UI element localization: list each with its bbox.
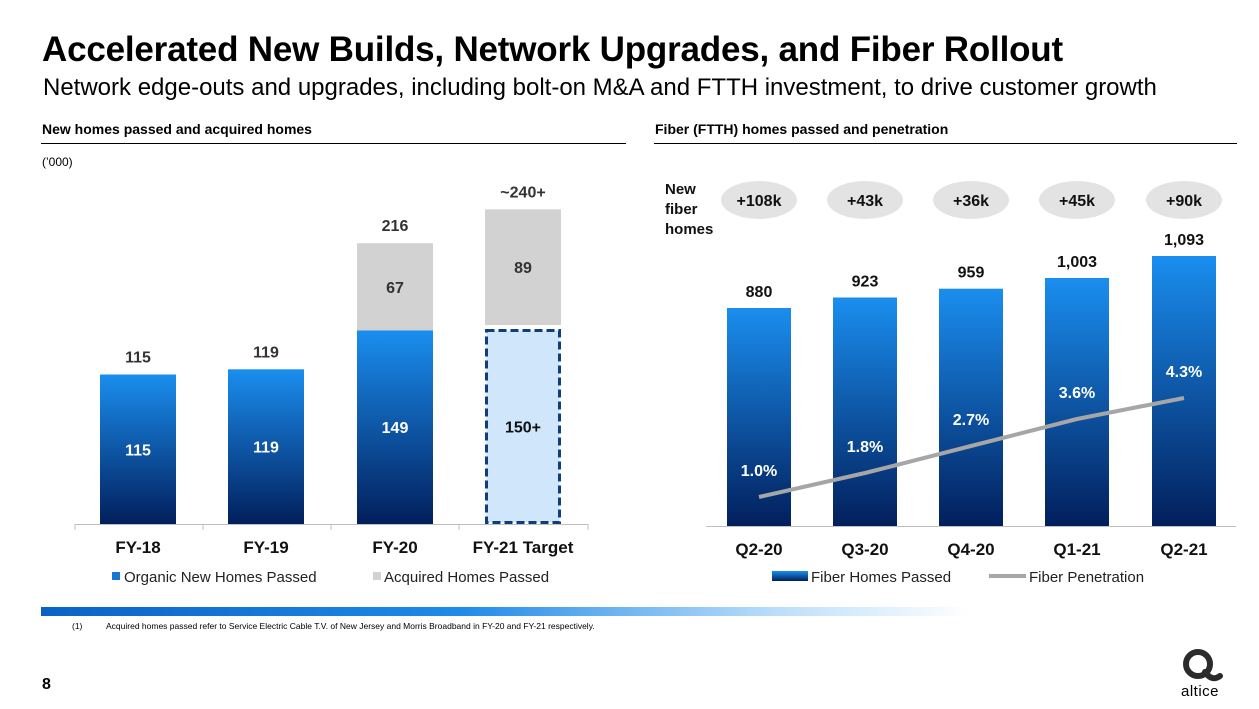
bar-organic: [100, 374, 176, 524]
penetration-label: 1.8%: [847, 439, 883, 456]
increment-label: +108k: [737, 193, 782, 210]
legend-label-organic: Organic New Homes Passed: [124, 569, 317, 586]
increment-label: +45k: [1059, 193, 1095, 210]
right-section-divider: [654, 143, 1237, 144]
bar-value-label: 923: [852, 274, 879, 291]
x-tick-label: FY-21 Target: [473, 538, 574, 557]
page-number: 8: [42, 676, 51, 693]
bar-fiber-homes: [939, 288, 1003, 526]
legend-label-penetration: Fiber Penetration: [1029, 569, 1144, 586]
bar-organic-label: 115: [125, 442, 151, 459]
bar-acquired: [357, 243, 433, 331]
x-tick-label: Q2-20: [735, 540, 782, 559]
footnote-text: Acquired homes passed refer to Service E…: [106, 621, 595, 631]
bar-fiber-homes: [833, 297, 897, 526]
bar-value-label: 880: [746, 284, 773, 301]
bar-acquired-label: 67: [386, 280, 404, 297]
bar-acquired: [485, 209, 561, 325]
x-tick-label: FY-19: [243, 538, 288, 557]
bar-total-label: 115: [125, 350, 151, 367]
footnote: (1) Acquired homes passed refer to Servic…: [72, 621, 595, 631]
increment-bubble: [721, 181, 797, 219]
page-subtitle: Network edge-outs and upgrades, includin…: [43, 74, 1157, 101]
bar-value-label: 1,003: [1057, 254, 1097, 271]
penetration-label: 3.6%: [1059, 385, 1095, 402]
bar-total-label: 216: [382, 218, 409, 235]
x-tick-label: Q3-20: [841, 540, 888, 559]
left-section-divider: [41, 143, 626, 144]
side-label-text: New: [665, 181, 696, 198]
x-tick-label: Q2-21: [1160, 540, 1207, 559]
increment-bubble: [1039, 181, 1115, 219]
bar-organic-label: 149: [382, 420, 409, 437]
x-tick-label: Q4-20: [947, 540, 994, 559]
side-label-text: homes: [665, 221, 713, 238]
bar-value-label: 1,093: [1164, 232, 1204, 249]
penetration-label: 1.0%: [741, 463, 777, 480]
penetration-label: 4.3%: [1166, 364, 1202, 381]
bar-total-label: 119: [253, 344, 279, 361]
bar-fiber-homes: [1045, 277, 1109, 526]
left-section-title: New homes passed and acquired homes: [42, 121, 312, 137]
unit-label: (’000): [42, 155, 73, 169]
bar-total-label: ~240+: [500, 184, 545, 201]
legend-swatch-fiber-homes: [772, 571, 808, 581]
bar-fiber-homes: [1152, 256, 1216, 526]
legend-label-fiber-homes: Fiber Homes Passed: [811, 569, 951, 586]
penetration-label: 2.7%: [953, 412, 989, 429]
right-section-title: Fiber (FTTH) homes passed and penetratio…: [655, 121, 949, 137]
x-tick-label: Q1-21: [1053, 540, 1100, 559]
legend-label-acquired: Acquired Homes Passed: [384, 569, 549, 586]
x-tick-label: FY-18: [115, 538, 160, 557]
bar-fiber-homes: [727, 308, 791, 526]
increment-bubble: [827, 181, 903, 219]
penetration-line: [758, 396, 1185, 499]
increment-bubble: [933, 181, 1009, 219]
increment-label: +43k: [847, 193, 883, 210]
bar-acquired-label: 89: [514, 260, 532, 277]
page-title: Accelerated New Builds, Network Upgrades…: [42, 30, 1063, 69]
side-label-text: fiber: [665, 201, 698, 218]
increment-bubble: [1146, 181, 1222, 219]
increment-label: +36k: [953, 193, 989, 210]
altice-logo-text: altice: [1181, 683, 1220, 700]
footer-gradient-bar: [41, 607, 971, 616]
legend-swatch-organic: [112, 572, 120, 580]
bar-organic-label: 150+: [505, 420, 541, 437]
legend-swatch-acquired: [373, 572, 381, 580]
bar-value-label: 959: [958, 265, 985, 282]
bar-organic: [228, 369, 304, 524]
x-tick-label: FY-20: [372, 538, 417, 557]
increment-label: +90k: [1166, 193, 1202, 210]
bar-organic: [357, 330, 433, 524]
altice-logo-icon: [1183, 649, 1223, 682]
footnote-number: (1): [72, 621, 83, 631]
bar-organic-target: [485, 329, 561, 524]
bar-organic-label: 119: [253, 440, 279, 457]
